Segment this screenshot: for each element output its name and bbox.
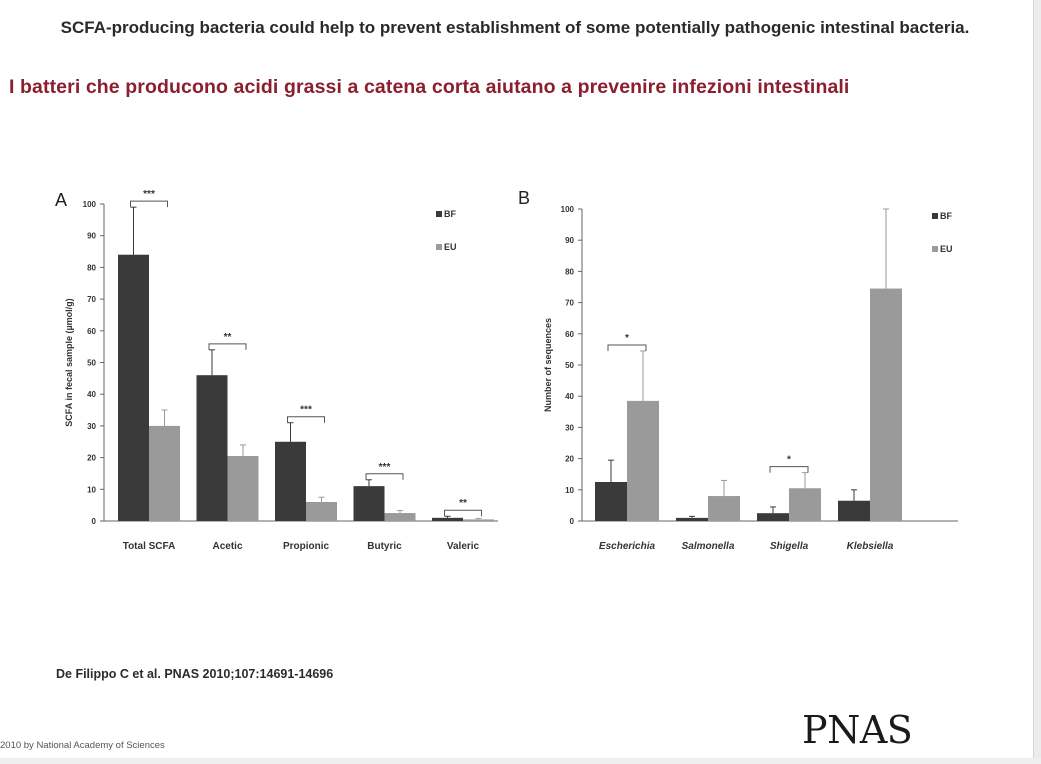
panel-a-y-tick-label: 40 [87,390,96,399]
panel-b-y-tick-label: 100 [561,205,575,214]
window-right-edge [1033,0,1041,764]
panel-b-category-label: Klebsiella [847,541,894,552]
panel-a-y-tick-label: 90 [87,232,96,241]
panel-a-significance-stars: *** [300,405,312,416]
panel-a-bar-eu [463,519,494,521]
panel-b-y-tick-label: 40 [565,392,574,401]
pnas-logo: PNAS [802,708,913,752]
panel-a-y-tick-label: 100 [83,200,97,209]
panel-a-y-tick-label: 10 [87,485,96,494]
panel-b-y-tick-label: 90 [565,236,574,245]
panel-a-category-label: Propionic [283,541,330,552]
panel-a-y-tick-label: 30 [87,422,96,431]
panel-a-letter: A [55,190,67,210]
panel-b-legend-swatch-bf [932,213,938,219]
panel-b-y-tick-label: 80 [565,267,574,276]
panel-a-significance-stars: *** [379,462,391,473]
panel-a-significance-bracket [208,343,247,350]
panel-a-significance-stars: *** [143,189,155,200]
panel-b-category-label: Salmonella [682,541,735,552]
panel-b-letter: B [518,188,530,208]
slide-title-english: SCFA-producing bacteria could help to pr… [60,18,970,37]
panel-b-y-tick-label: 10 [565,486,574,495]
panel-b-significance-bracket [769,466,809,473]
panel-b-bar-eu [627,400,659,521]
copyright-text: 2010 by National Academy of Sciences [0,740,165,751]
panel-a-y-tick-label: 80 [87,263,96,272]
panel-a-category-label: Butyric [367,541,402,552]
panel-a-bar-bf [432,517,463,521]
panel-b-category-label: Shigella [770,541,809,552]
panel-b-y-tick-label: 20 [565,455,574,464]
panel-a-bar-eu [149,425,180,521]
panel-b-legend-label-bf: BF [940,211,952,221]
panel-a-significance-bracket [444,509,482,517]
citation-text: De Filippo C et al. PNAS 2010;107:14691-… [56,667,334,681]
panel-a-bar-bf [196,375,228,521]
panel-a-legend-swatch-bf [436,211,442,217]
panel-b-significance-bracket [607,344,647,351]
panel-a-bar-bf [353,486,385,521]
panel-b-bar-bf [595,482,627,521]
panel-b-bar-bf [676,517,708,521]
panel-a-significance-bracket [287,416,325,423]
panel-b-bar-eu [789,488,821,521]
window-bottom-edge [0,758,1041,764]
panel-a-legend-label-bf: BF [444,209,456,219]
panel-b-significance-stars: * [625,333,629,344]
panel-a-bar-eu [227,456,259,521]
panel-b-bar-bf [757,513,789,521]
panel-a-y-tick-label: 20 [87,454,96,463]
panel-a-y-tick-label: 50 [87,359,96,368]
panel-a-significance-bracket [130,200,168,208]
panel-a-y-tick-label: 0 [92,517,97,526]
panel-b-bar-eu [708,496,740,521]
panel-a-bar-eu [384,513,416,521]
panel-a-significance-stars: ** [224,332,232,343]
panel-a-category-label: Total SCFA [123,541,176,552]
panel-a-category-label: Valeric [447,541,480,552]
panel-b-y-tick-label: 30 [565,423,574,432]
panel-a-y-axis-label: SCFA in fecal sample (µmol/g) [64,298,74,426]
panel-b-y-axis-label: Number of sequences [543,318,553,412]
panel-a-significance-stars: ** [459,498,467,509]
panel-a-bar-eu [306,501,337,521]
panel-a-bar-bf [275,441,306,521]
panel-a-y-tick-label: 70 [87,295,96,304]
panel-b-y-tick-label: 50 [565,361,574,370]
panel-a-legend-label-eu: EU [444,242,457,252]
panel-b-bar-bf [838,500,870,521]
panel-b-y-tick-label: 70 [565,299,574,308]
slide-title-italian: I batteri che producono acidi grassi a c… [9,76,850,98]
panel-b-y-tick-label: 0 [570,517,575,526]
panel-a-significance-bracket [365,473,404,480]
panel-b-bar-eu [870,288,902,521]
panel-b-category-label: Escherichia [599,541,656,552]
panel-b-significance-stars: * [787,455,791,466]
panel-b-y-tick-label: 60 [565,330,574,339]
panel-b-legend-label-eu: EU [940,244,953,254]
panel-a-legend-swatch-eu [436,244,442,250]
panel-b-legend-swatch-eu [932,246,938,252]
panel-a-category-label: Acetic [212,541,242,552]
panel-a-bar-bf [118,254,149,521]
panel-a-y-tick-label: 60 [87,327,96,336]
